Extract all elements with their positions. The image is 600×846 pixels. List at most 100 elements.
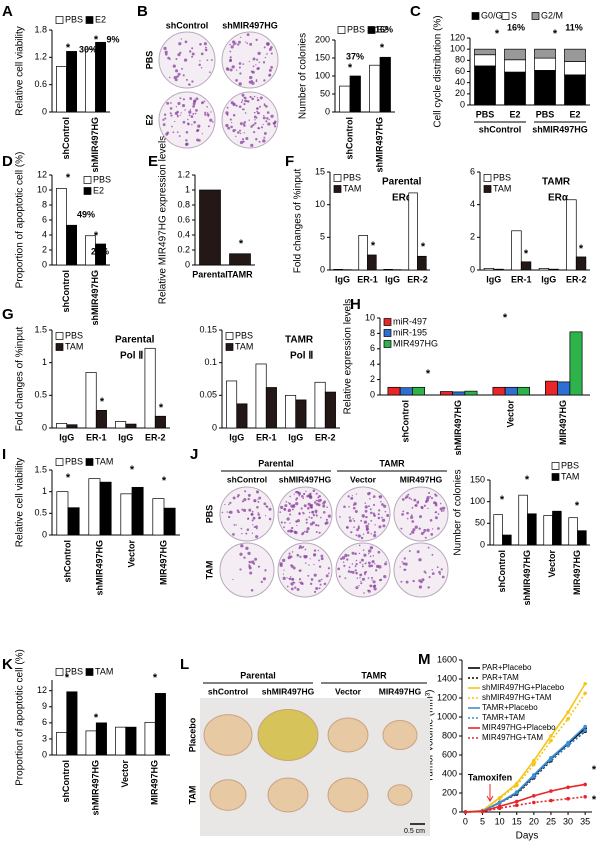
colony bbox=[291, 508, 294, 511]
colony bbox=[354, 565, 357, 568]
colony bbox=[373, 587, 377, 591]
y-tick-label: 1.2 bbox=[177, 169, 190, 179]
colony bbox=[362, 563, 364, 565]
colony bbox=[197, 124, 201, 128]
y-tick-label: 0 bbox=[42, 749, 47, 759]
colony bbox=[255, 535, 259, 539]
colony bbox=[204, 48, 208, 52]
y-tick-label: 10 bbox=[37, 184, 47, 194]
colony bbox=[307, 502, 311, 506]
colony bbox=[251, 81, 255, 85]
colony bbox=[270, 52, 273, 55]
plate bbox=[335, 542, 391, 598]
plate bbox=[393, 486, 449, 542]
legend-label: PBS bbox=[93, 174, 111, 184]
colony bbox=[177, 101, 181, 106]
x-tick-label: shMIR497HG bbox=[453, 400, 463, 456]
bar bbox=[557, 381, 571, 396]
colony bbox=[307, 507, 310, 510]
colony bbox=[226, 511, 229, 513]
legend-label: shMIR497HG+TAM bbox=[482, 693, 552, 702]
point bbox=[549, 734, 553, 738]
colony bbox=[176, 131, 179, 133]
colony bbox=[318, 587, 321, 590]
colony bbox=[284, 521, 286, 524]
colony bbox=[177, 72, 181, 76]
colony bbox=[243, 498, 247, 502]
colony bbox=[189, 97, 193, 100]
colony bbox=[255, 79, 258, 81]
colony bbox=[253, 115, 257, 119]
colony bbox=[354, 569, 357, 572]
colony bbox=[352, 518, 354, 520]
y-axis-label: Number of colonies bbox=[298, 33, 309, 119]
bar bbox=[236, 403, 248, 429]
colony bbox=[368, 564, 372, 568]
bar bbox=[120, 493, 133, 536]
y-tick-label: 0 bbox=[480, 539, 485, 549]
colony bbox=[315, 531, 318, 533]
colony bbox=[406, 517, 409, 520]
colony bbox=[256, 98, 260, 102]
y-axis-label: Proportion of apoptotic cell (%) bbox=[15, 649, 26, 786]
colony bbox=[309, 558, 311, 560]
legend-swatch bbox=[55, 343, 64, 351]
bar bbox=[369, 64, 381, 113]
bar bbox=[163, 507, 176, 536]
x-tick-label: ER-2 bbox=[407, 274, 428, 284]
colony bbox=[416, 550, 420, 554]
bar bbox=[295, 399, 307, 429]
colony bbox=[312, 513, 316, 517]
colony bbox=[247, 551, 251, 555]
annotation: * bbox=[66, 42, 71, 54]
colony bbox=[436, 566, 439, 569]
colony bbox=[192, 112, 195, 115]
colony bbox=[248, 564, 250, 566]
colony bbox=[270, 65, 273, 69]
colony bbox=[176, 110, 179, 114]
colony bbox=[257, 51, 261, 56]
colony bbox=[283, 569, 285, 571]
colony bbox=[264, 56, 267, 59]
colony bbox=[347, 570, 351, 573]
y-tick-label: 200 bbox=[442, 787, 457, 797]
colony bbox=[240, 101, 243, 104]
colony bbox=[364, 573, 366, 576]
colony bbox=[241, 500, 245, 503]
y-tick-label: 1.2 bbox=[34, 52, 47, 62]
colony bbox=[314, 509, 318, 513]
x-tick-label: IgG bbox=[288, 432, 303, 442]
plate bbox=[158, 91, 216, 149]
bar bbox=[265, 387, 277, 429]
bar bbox=[511, 230, 522, 271]
colony bbox=[282, 576, 286, 580]
colony bbox=[249, 75, 253, 80]
x-tick-label: PBS bbox=[476, 109, 495, 119]
colony bbox=[224, 503, 226, 506]
colony bbox=[169, 107, 173, 110]
colony bbox=[430, 497, 434, 500]
colony bbox=[441, 510, 443, 513]
y-tick-label: 1200 bbox=[437, 692, 457, 702]
colony bbox=[265, 505, 269, 508]
colony bbox=[380, 501, 382, 503]
annotation: * bbox=[524, 248, 529, 260]
legend-label: PBS bbox=[235, 330, 253, 340]
colony bbox=[206, 112, 209, 114]
colony bbox=[266, 111, 270, 114]
colony bbox=[257, 513, 260, 516]
y-tick-label: 50 bbox=[320, 88, 330, 98]
x-tick-label: MIR497HG bbox=[158, 540, 168, 585]
colony bbox=[164, 117, 167, 120]
colony bbox=[235, 524, 237, 526]
colony bbox=[344, 577, 347, 579]
colony bbox=[266, 42, 270, 46]
colony bbox=[435, 494, 438, 497]
colony bbox=[369, 546, 374, 550]
panel-letter: D bbox=[2, 153, 13, 170]
bar bbox=[504, 386, 518, 396]
colony bbox=[189, 50, 192, 53]
colony bbox=[203, 42, 207, 46]
colony bbox=[191, 80, 194, 83]
colony bbox=[372, 503, 376, 507]
